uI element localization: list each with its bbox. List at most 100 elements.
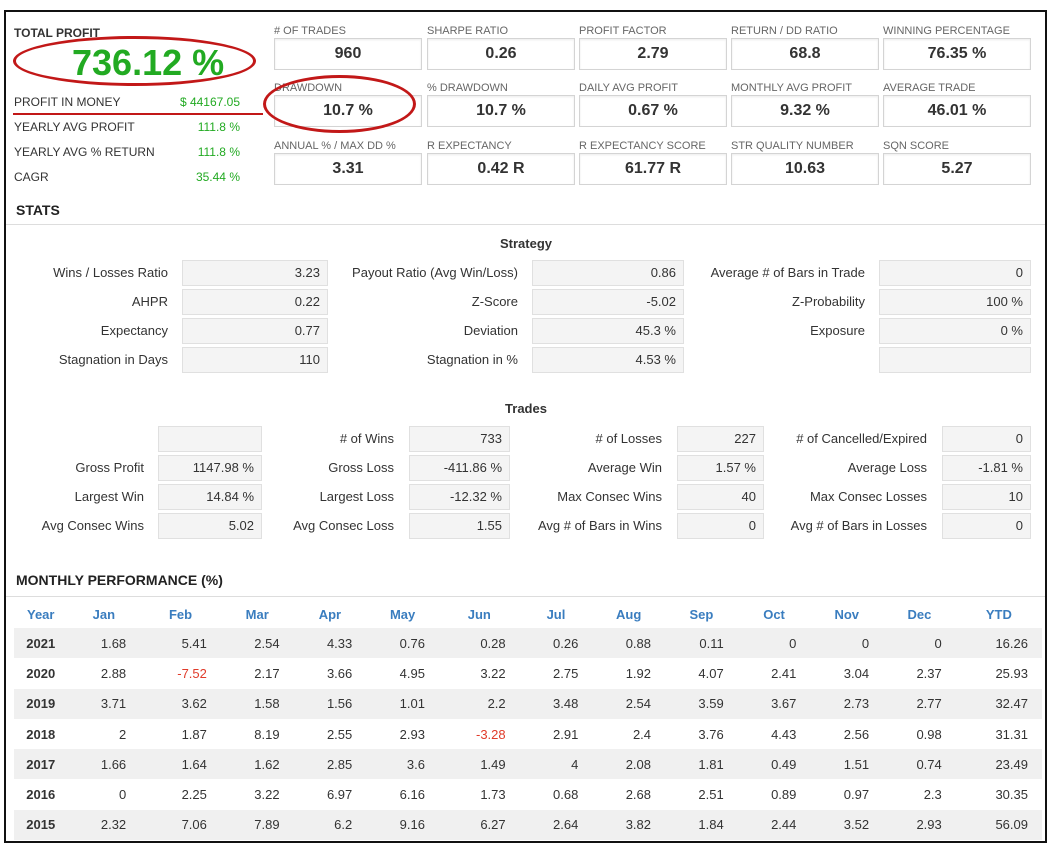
kpi-value: 2.79 bbox=[579, 38, 727, 70]
month-cell: 2.44 bbox=[737, 809, 811, 841]
table-row: 2015 2.32 7.06 7.89 6.2 9.16 6.27 2.64 3.82 1.84 2… bbox=[14, 809, 1042, 841]
col-header-ytd: YTD bbox=[985, 606, 1012, 622]
trade-stat-value: -12.32 % bbox=[409, 484, 510, 510]
strategy-title: Strategy bbox=[499, 236, 553, 251]
month-cell: 4.95 bbox=[399, 665, 425, 681]
summary-row-value: 111.8 % bbox=[197, 120, 240, 134]
month-cell: 3.48 bbox=[519, 688, 593, 719]
kpi-label: SHARPE RATIO bbox=[427, 25, 509, 37]
year-cell: 2021 bbox=[14, 628, 68, 659]
stat-label: Stagnation in Days bbox=[58, 352, 168, 367]
trade-stat-value: 0 bbox=[942, 513, 1031, 539]
month-cell: 9.16 bbox=[366, 809, 439, 841]
kpi-value: 9.32 % bbox=[731, 95, 879, 127]
col-header-sep: Sep bbox=[689, 606, 714, 622]
year-cell: 2015 bbox=[14, 809, 68, 841]
kpi-value: 0.26 bbox=[427, 38, 575, 70]
month-cell: 4.07 bbox=[698, 665, 724, 681]
month-cell: 1.81 bbox=[665, 749, 738, 780]
month-cell: 2.88 bbox=[100, 665, 127, 681]
kpi-label: WINNING PERCENTAGE bbox=[883, 25, 1010, 37]
col-header-jan: Jan bbox=[92, 606, 116, 622]
monthly-performance-table: Year Jan Feb Mar Apr May Jun Jul Aug Sep… bbox=[14, 600, 1042, 841]
month-cell: 4 bbox=[519, 749, 593, 780]
stat-value: 0 % bbox=[879, 318, 1031, 344]
ytd-cell: 16.26 bbox=[955, 628, 1042, 659]
trade-stat-label: Max Consec Wins bbox=[557, 489, 662, 504]
month-cell: 0.97 bbox=[843, 787, 870, 803]
year-cell: 2020 bbox=[26, 665, 56, 681]
trade-stat-label: # of Cancelled/Expired bbox=[796, 431, 927, 446]
stat-label: Z-Probability bbox=[792, 294, 865, 309]
ytd-cell: 31.31 bbox=[995, 726, 1028, 742]
summary-row-yearly-avg-return: YEARLY AVG % RETURN 111.8 % bbox=[14, 145, 240, 167]
trade-stat-label: Average Loss bbox=[847, 460, 927, 475]
trade-stat-value: 40 bbox=[677, 484, 764, 510]
month-cell: 3.71 bbox=[67, 688, 141, 719]
kpi-value: 0.42 R bbox=[427, 153, 575, 185]
col-header-jun: Jun bbox=[467, 606, 491, 622]
col-header-aug: Aug bbox=[616, 606, 642, 622]
col-header-year: Year bbox=[27, 606, 55, 622]
month-cell: 2.75 bbox=[553, 665, 579, 681]
summary-row-value: 111.8 % bbox=[197, 145, 240, 159]
col-header-feb: Feb bbox=[168, 606, 193, 622]
kpi-return-dd-ratio: RETURN / DD RATIO 68.8 bbox=[731, 24, 879, 70]
stat-value: 4.53 % bbox=[532, 347, 684, 373]
month-cell: 3.59 bbox=[665, 688, 738, 719]
stat-value: 45.3 % bbox=[532, 318, 684, 344]
month-cell: 2.4 bbox=[632, 726, 652, 742]
stat-value: 0.22 bbox=[182, 289, 328, 315]
month-cell: 0.68 bbox=[553, 787, 579, 803]
trades-title: Trades bbox=[505, 401, 547, 416]
trade-stat-value: 0 bbox=[677, 513, 764, 539]
kpi-value: 5.27 bbox=[883, 153, 1031, 185]
trade-stat-label: Gross Profit bbox=[75, 460, 144, 475]
month-cell: 1.73 bbox=[480, 787, 506, 803]
stat-value: 110 bbox=[182, 347, 328, 373]
month-cell: -7.52 bbox=[177, 665, 207, 681]
month-cell: 2.37 bbox=[916, 665, 942, 681]
month-cell: 2.2 bbox=[438, 688, 520, 719]
month-cell: 2.93 bbox=[399, 726, 425, 742]
trade-stat-label: # of Wins bbox=[339, 431, 394, 446]
kpi-value: 3.31 bbox=[274, 153, 422, 185]
kpi-label: % DRAWDOWN bbox=[427, 82, 508, 94]
annotation-underline bbox=[13, 113, 263, 115]
month-cell: 2.64 bbox=[519, 809, 593, 841]
summary-row-cagr: CAGR 35.44 % bbox=[14, 170, 240, 192]
summary-row-label: CAGR bbox=[14, 170, 49, 184]
month-cell: 3.04 bbox=[843, 665, 870, 681]
ytd-cell: 32.47 bbox=[955, 688, 1042, 719]
summary-row-label: YEARLY AVG % RETURN bbox=[14, 145, 155, 159]
monthly-header-row: Year Jan Feb Mar Apr May Jun Jul Aug Sep… bbox=[14, 600, 1042, 628]
stat-label: AHPR bbox=[131, 294, 168, 309]
summary-row-label: PROFIT IN MONEY bbox=[14, 95, 121, 109]
monthly-performance-title: MONTHLY PERFORMANCE (%) bbox=[16, 572, 223, 588]
trade-stat-value: 733 bbox=[409, 426, 510, 452]
kpi-winning-percentage: WINNING PERCENTAGE 76.35 % bbox=[883, 24, 1031, 70]
month-cell: 0.98 bbox=[916, 726, 942, 742]
total-profit-label: TOTAL PROFIT bbox=[14, 26, 100, 40]
trade-stat-value bbox=[158, 426, 262, 452]
monthly-divider bbox=[6, 596, 1045, 597]
month-cell: 8.19 bbox=[254, 726, 280, 742]
month-cell: 6.2 bbox=[293, 809, 367, 841]
kpi-annual-max-dd: ANNUAL % / MAX DD % 3.31 bbox=[274, 139, 422, 185]
month-cell: 0.74 bbox=[883, 749, 956, 780]
month-cell: 3.6 bbox=[366, 749, 439, 780]
stat-value: 0 bbox=[879, 260, 1031, 286]
stat-value bbox=[879, 347, 1031, 373]
month-cell: 1.87 bbox=[181, 726, 207, 742]
kpi-label: # OF TRADES bbox=[274, 25, 346, 37]
trade-stat-value: 10 bbox=[942, 484, 1031, 510]
month-cell: 3.82 bbox=[592, 809, 666, 841]
month-cell: 1.56 bbox=[293, 688, 367, 719]
month-cell: 2.68 bbox=[625, 787, 652, 803]
monthly-table-body: 2021 1.68 5.41 2.54 4.33 0.76 0.28 0.26 0.88 0.11… bbox=[14, 628, 1042, 841]
month-cell: 1.49 bbox=[438, 749, 520, 780]
month-cell: 0 bbox=[118, 787, 127, 803]
month-cell: 3.22 bbox=[480, 665, 506, 681]
month-cell: 2.91 bbox=[553, 726, 579, 742]
month-cell: 3.66 bbox=[326, 665, 353, 681]
